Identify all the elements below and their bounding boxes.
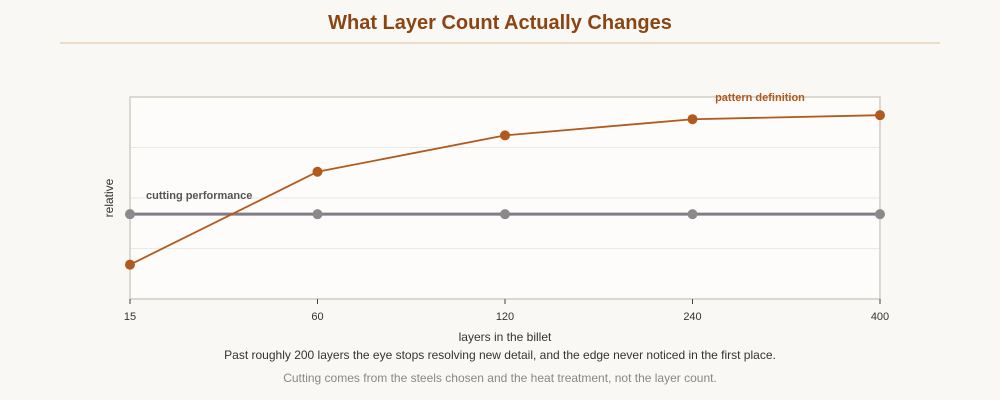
caption-sub: Cutting comes from the steels chosen and…	[283, 371, 717, 385]
data-point-cutting-performance	[687, 209, 698, 220]
series-label-cutting-performance: cutting performance	[146, 190, 252, 202]
data-point-cutting-performance	[312, 209, 323, 220]
data-point-pattern-definition	[687, 114, 698, 125]
x-tick-label: 400	[871, 311, 889, 323]
data-point-pattern-definition	[312, 166, 323, 177]
data-point-cutting-performance	[500, 209, 510, 220]
data-point-pattern-definition	[500, 130, 510, 141]
x-tick-label: 60	[311, 311, 323, 323]
data-point-pattern-definition	[875, 110, 885, 121]
x-tick-label: 120	[496, 311, 514, 323]
data-point-cutting-performance	[875, 209, 885, 220]
x-tick-label: 240	[683, 311, 701, 323]
y-axis-label: relative	[102, 178, 116, 217]
series-label-pattern-definition: pattern definition	[715, 92, 805, 104]
title-divider	[60, 42, 940, 44]
data-point-pattern-definition	[125, 259, 135, 270]
data-point-cutting-performance	[125, 209, 135, 220]
x-axis-label: layers in the billet	[459, 330, 552, 344]
x-tick-label: 15	[124, 311, 136, 323]
chart-title: What Layer Count Actually Changes	[328, 12, 672, 34]
caption-main: Past roughly 200 layers the eye stops re…	[224, 348, 776, 362]
